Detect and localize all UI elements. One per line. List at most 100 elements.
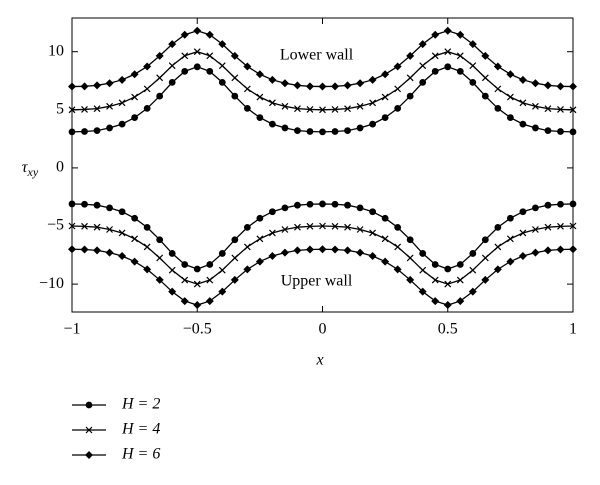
- marker: [181, 276, 189, 284]
- marker: [131, 214, 139, 222]
- marker: [218, 250, 226, 257]
- marker: [419, 266, 427, 274]
- marker: [331, 82, 340, 91]
- marker: [431, 30, 440, 39]
- marker: [168, 62, 176, 70]
- marker: [519, 99, 527, 107]
- marker: [369, 99, 377, 107]
- marker: [406, 275, 415, 284]
- marker: [506, 257, 515, 266]
- marker: [68, 106, 76, 114]
- y-label-subscript: xy: [27, 165, 39, 179]
- marker: [243, 62, 252, 71]
- marker: [569, 128, 577, 136]
- marker: [344, 127, 351, 135]
- marker: [281, 204, 289, 212]
- marker: [231, 254, 239, 262]
- marker: [444, 48, 452, 56]
- marker: [93, 223, 101, 231]
- marker: [569, 106, 577, 114]
- marker: [305, 245, 314, 254]
- marker: [331, 128, 339, 135]
- marker: [155, 51, 164, 60]
- marker: [294, 105, 301, 113]
- marker: [494, 243, 502, 251]
- marker: [394, 105, 402, 112]
- marker: [281, 226, 289, 233]
- y-tick-label: 5: [56, 100, 64, 117]
- marker: [418, 40, 427, 49]
- marker: [356, 204, 364, 212]
- marker: [318, 245, 327, 254]
- marker: [318, 82, 327, 91]
- marker: [494, 105, 502, 112]
- marker: [469, 62, 477, 70]
- marker: [569, 222, 577, 230]
- marker: [569, 200, 577, 208]
- marker: [205, 30, 214, 39]
- marker: [105, 79, 114, 88]
- marker: [80, 82, 89, 91]
- marker: [168, 40, 177, 49]
- marker: [143, 243, 151, 251]
- annotation: Upper wall: [281, 273, 353, 290]
- marker: [106, 102, 113, 110]
- marker: [268, 251, 277, 260]
- marker: [156, 74, 164, 82]
- marker: [381, 235, 389, 243]
- marker: [156, 254, 164, 262]
- marker: [331, 245, 340, 254]
- marker: [106, 124, 113, 132]
- marker: [506, 70, 515, 79]
- marker: [506, 93, 514, 101]
- marker: [268, 229, 276, 237]
- marker: [106, 226, 113, 233]
- x-axis-label: x: [315, 352, 323, 369]
- marker: [130, 70, 139, 79]
- marker: [243, 224, 251, 231]
- marker: [218, 287, 227, 296]
- y-tick-label: 10: [48, 42, 64, 59]
- marker: [118, 229, 126, 237]
- marker: [256, 114, 264, 121]
- marker: [356, 102, 364, 110]
- x-tick-label: −0.5: [183, 321, 212, 338]
- marker: [331, 106, 339, 113]
- marker: [281, 102, 289, 110]
- marker: [431, 261, 439, 268]
- marker: [493, 62, 502, 71]
- marker: [544, 127, 552, 135]
- marker: [218, 78, 226, 86]
- marker: [532, 102, 539, 110]
- marker: [206, 67, 214, 75]
- marker: [519, 120, 527, 128]
- marker: [80, 245, 89, 254]
- marker: [543, 246, 552, 255]
- marker: [206, 276, 214, 284]
- marker: [81, 128, 88, 135]
- marker: [469, 78, 477, 86]
- marker: [431, 297, 440, 306]
- marker: [193, 48, 201, 56]
- marker: [268, 99, 276, 107]
- marker: [181, 52, 189, 60]
- marker: [306, 128, 314, 135]
- marker: [168, 266, 176, 274]
- marker: [519, 208, 527, 216]
- marker: [369, 208, 376, 216]
- marker: [143, 62, 152, 71]
- marker: [531, 248, 540, 257]
- marker: [444, 265, 452, 273]
- marker: [68, 128, 76, 136]
- marker: [256, 214, 264, 222]
- marker: [218, 266, 226, 274]
- marker: [419, 250, 427, 257]
- marker: [406, 236, 414, 244]
- marker: [143, 265, 152, 274]
- marker: [269, 120, 276, 128]
- marker: [468, 287, 477, 296]
- legend-label: H = 2: [121, 396, 160, 413]
- marker: [143, 105, 151, 112]
- marker: [243, 265, 252, 274]
- marker: [180, 30, 189, 39]
